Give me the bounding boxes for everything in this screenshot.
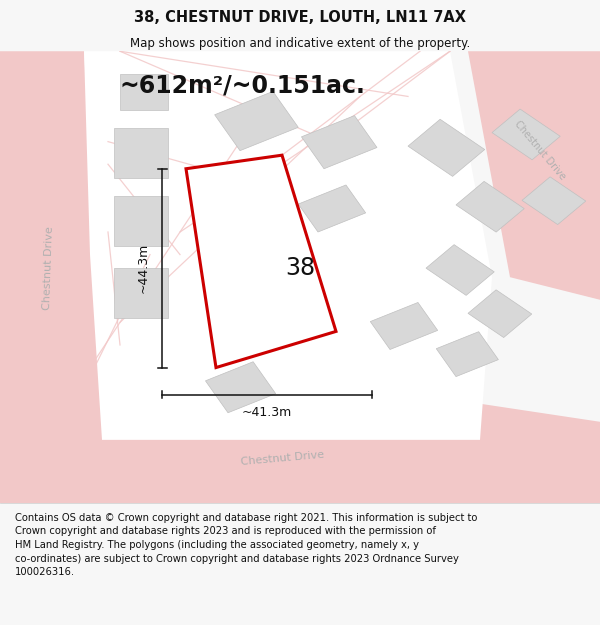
Polygon shape bbox=[186, 155, 336, 368]
Polygon shape bbox=[0, 51, 108, 503]
Text: ~612m²/~0.151ac.: ~612m²/~0.151ac. bbox=[120, 74, 366, 98]
Bar bbox=[298, 185, 365, 232]
Bar bbox=[456, 181, 524, 232]
Bar bbox=[522, 177, 586, 224]
Bar bbox=[436, 332, 499, 377]
Bar bbox=[408, 119, 485, 176]
Bar bbox=[205, 362, 275, 413]
Bar bbox=[215, 91, 298, 151]
Polygon shape bbox=[0, 404, 600, 503]
Bar bbox=[370, 302, 437, 349]
Text: 38: 38 bbox=[285, 256, 315, 280]
Polygon shape bbox=[450, 51, 600, 300]
Bar bbox=[301, 116, 377, 169]
Bar bbox=[120, 74, 168, 110]
Polygon shape bbox=[84, 51, 492, 440]
Bar bbox=[114, 196, 168, 246]
Bar bbox=[114, 268, 168, 318]
Text: Chestnut Drive: Chestnut Drive bbox=[240, 449, 324, 467]
Text: Chestnut Drive: Chestnut Drive bbox=[512, 119, 568, 182]
Bar bbox=[114, 128, 168, 178]
Bar bbox=[468, 290, 532, 338]
Text: Map shows position and indicative extent of the property.: Map shows position and indicative extent… bbox=[130, 37, 470, 50]
Text: ~44.3m: ~44.3m bbox=[137, 243, 150, 293]
Bar bbox=[426, 244, 494, 296]
Text: 38, CHESTNUT DRIVE, LOUTH, LN11 7AX: 38, CHESTNUT DRIVE, LOUTH, LN11 7AX bbox=[134, 10, 466, 25]
Text: Chestnut Drive: Chestnut Drive bbox=[41, 226, 55, 310]
Text: ~41.3m: ~41.3m bbox=[242, 406, 292, 419]
Bar bbox=[492, 109, 560, 160]
Text: Contains OS data © Crown copyright and database right 2021. This information is : Contains OS data © Crown copyright and d… bbox=[15, 513, 478, 578]
